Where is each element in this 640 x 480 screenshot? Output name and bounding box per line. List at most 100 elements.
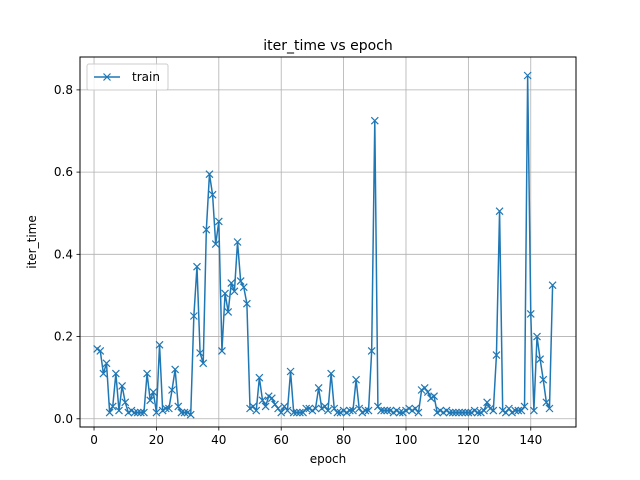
data-point xyxy=(180,408,189,417)
data-point xyxy=(121,398,130,407)
data-point xyxy=(361,406,370,415)
data-point xyxy=(464,408,473,417)
data-point xyxy=(227,279,236,288)
plot-frame xyxy=(79,56,577,428)
data-point xyxy=(258,396,267,405)
data-point xyxy=(164,404,173,413)
y-axis-label: iter_time xyxy=(25,215,39,268)
data-point xyxy=(529,406,538,415)
data-point xyxy=(349,406,357,415)
data-point xyxy=(514,406,523,415)
data-point xyxy=(330,404,339,413)
data-point xyxy=(252,406,261,415)
data-point xyxy=(327,369,336,378)
data-point xyxy=(355,404,364,413)
data-point xyxy=(130,408,139,417)
data-point xyxy=(383,406,392,415)
x-tick-label: 100 xyxy=(395,433,418,447)
data-point xyxy=(483,398,492,407)
data-point xyxy=(430,392,438,401)
data-point xyxy=(517,406,526,415)
data-point xyxy=(133,408,142,417)
data-point xyxy=(102,359,111,368)
data-point xyxy=(261,402,270,411)
data-point xyxy=(395,408,404,417)
series-line-train xyxy=(96,74,554,416)
data-point xyxy=(146,396,155,405)
data-point xyxy=(111,369,120,378)
legend-label-train: train xyxy=(132,70,160,84)
x-tick-label: 140 xyxy=(519,433,542,447)
data-point xyxy=(333,408,342,417)
data-point xyxy=(536,355,545,364)
data-point xyxy=(320,402,329,411)
data-point xyxy=(286,367,295,376)
data-point xyxy=(380,406,389,415)
data-point xyxy=(255,373,264,382)
data-point xyxy=(492,351,501,359)
data-point xyxy=(526,310,535,318)
x-tick-label: 80 xyxy=(336,433,351,447)
data-point xyxy=(208,190,217,199)
data-point xyxy=(461,408,470,417)
data-point xyxy=(189,312,198,320)
data-point xyxy=(96,347,105,355)
data-point xyxy=(99,369,108,378)
data-point xyxy=(199,359,208,368)
data-point xyxy=(202,225,211,234)
chart-title: iter_time vs epoch xyxy=(263,38,393,54)
data-point xyxy=(501,408,510,417)
data-point xyxy=(177,408,186,417)
data-point xyxy=(186,410,195,419)
axis-ticks: 0 20 40 60 80 100 120 140 0.0 0.2 0.4 0.6 0.8 xyxy=(54,83,542,447)
data-point xyxy=(152,408,161,417)
data-point xyxy=(230,287,239,296)
data-point xyxy=(423,388,432,396)
data-point xyxy=(168,386,176,394)
series-layer xyxy=(93,71,557,419)
data-point xyxy=(283,406,292,415)
data-point xyxy=(311,404,320,413)
y-tick-label: 0.4 xyxy=(54,247,73,261)
data-point xyxy=(299,408,307,417)
data-point xyxy=(324,406,332,415)
y-tick-label: 0.6 xyxy=(54,165,73,179)
data-point xyxy=(411,404,420,413)
data-point xyxy=(480,406,488,415)
data-point xyxy=(274,404,283,413)
data-point xyxy=(302,404,311,413)
data-point xyxy=(292,408,301,417)
data-point xyxy=(224,307,233,316)
data-point xyxy=(136,408,145,417)
data-point xyxy=(236,277,245,285)
data-point xyxy=(242,299,251,308)
data-point xyxy=(523,71,532,80)
data-point xyxy=(249,402,258,411)
data-point xyxy=(377,406,385,415)
data-point xyxy=(511,406,520,415)
x-tick-label: 120 xyxy=(457,433,480,447)
data-point xyxy=(280,402,289,411)
data-point xyxy=(505,404,513,413)
data-point xyxy=(161,404,170,413)
data-point xyxy=(271,400,279,409)
data-point xyxy=(539,375,548,384)
data-point xyxy=(489,406,498,415)
data-point xyxy=(370,116,379,125)
data-point xyxy=(115,406,123,415)
x-tick-label: 60 xyxy=(274,433,289,447)
y-tick-label: 0.2 xyxy=(54,330,73,344)
data-point xyxy=(520,402,529,411)
data-point xyxy=(458,408,467,417)
data-point xyxy=(196,349,205,357)
data-point xyxy=(296,408,304,417)
data-point xyxy=(267,394,276,403)
data-point xyxy=(143,369,151,378)
data-point xyxy=(214,217,223,226)
data-point xyxy=(445,408,454,417)
data-point xyxy=(155,340,164,349)
data-point xyxy=(233,238,242,246)
x-tick-label: 20 xyxy=(149,433,164,447)
legend-marker-train xyxy=(103,73,111,81)
data-point xyxy=(451,408,460,417)
